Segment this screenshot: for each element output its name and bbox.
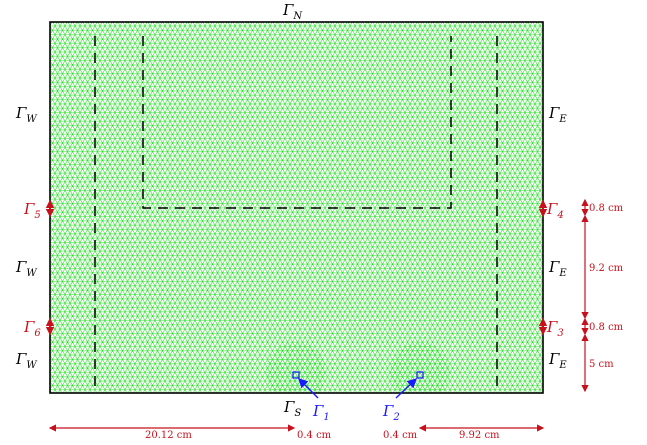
label-gamma-5: Γ5 [23, 200, 41, 221]
dim-right-mid: 9.2 cm [589, 263, 624, 274]
dim-right-top: 0.8 cm [589, 203, 624, 214]
source-2-arrow [395, 378, 418, 399]
label-gamma-6: Γ6 [23, 318, 41, 339]
source-1-arrow [298, 378, 319, 399]
label-gamma-4: Γ4 [546, 200, 564, 221]
dim-right-low: 0.8 cm [589, 322, 624, 333]
label-gamma-s: ΓS [283, 398, 301, 419]
source-1-marker [292, 371, 300, 379]
label-gamma-e-top: ΓE [548, 104, 567, 125]
dim-bottom-g1: 0.4 cm [297, 430, 332, 441]
dim-right-bottom: 5 cm [589, 359, 614, 370]
dim-bottom-left: 20.12 cm [145, 430, 192, 441]
mesh-domain [50, 22, 543, 393]
label-gamma-w-mid: ΓW [15, 258, 37, 279]
dashed-subregions [94, 36, 498, 392]
source-2-marker [416, 371, 424, 379]
label-gamma-w-low: ΓW [15, 350, 37, 371]
label-gamma-n: ΓN [282, 1, 303, 22]
dim-bottom-right: 9.92 cm [459, 430, 500, 441]
segment-markers [45, 199, 548, 336]
label-gamma-2: Γ2 [382, 402, 400, 423]
label-gamma-3: Γ3 [546, 318, 564, 339]
label-gamma-e-mid: ΓE [548, 258, 567, 279]
label-gamma-1: Γ1 [312, 402, 330, 423]
label-gamma-w-top: ΓW [15, 104, 37, 125]
label-gamma-e-low: ΓE [548, 350, 567, 371]
dim-bottom-g2: 0.4 cm [383, 430, 418, 441]
